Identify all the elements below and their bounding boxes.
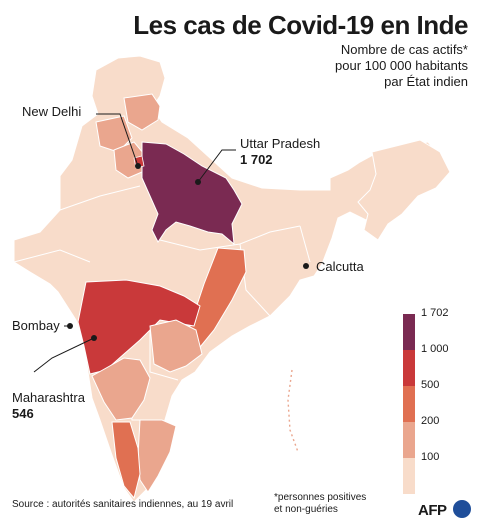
source-note: Source : autorités sanitaires indiennes,…	[12, 499, 234, 510]
marker-calcutta	[303, 263, 309, 269]
legend-tick: 1 000	[421, 343, 449, 355]
legend-swatch	[403, 458, 415, 494]
label-maharashtra-value: 546	[12, 406, 34, 421]
legend-row: 1 702	[403, 307, 475, 350]
legend-tick: 1 702	[421, 307, 449, 319]
afp-logo-icon	[453, 500, 471, 518]
state-karnataka	[91, 357, 151, 421]
label-bombay: Bombay	[12, 318, 60, 333]
northeast-region	[357, 139, 451, 241]
afp-logo: AFP	[418, 502, 447, 519]
state-punjab	[95, 115, 133, 153]
label-uttar-pradesh-value: 1 702	[240, 152, 273, 167]
state-telangana	[149, 319, 203, 373]
state-kerala	[111, 421, 141, 500]
legend-row: 200	[403, 415, 475, 458]
subtitle-line: par État indien	[384, 74, 468, 89]
label-maharashtra: Maharashtra 546	[12, 390, 85, 422]
legend-swatch	[403, 386, 415, 422]
marker-maharashtra	[91, 335, 97, 341]
legend-swatch	[403, 314, 415, 350]
label-calcutta: Calcutta	[316, 259, 364, 274]
leader-lines	[33, 113, 236, 373]
legend-swatch	[403, 350, 415, 386]
state-uttar-pradesh	[141, 141, 243, 246]
subtitle-line: Nombre de cas actifs*	[340, 42, 468, 57]
legend-row: 500	[403, 379, 475, 422]
legend-tick: 100	[421, 451, 440, 463]
footnote-line: *personnes positives	[274, 492, 367, 503]
marker-uttar-pradesh	[195, 179, 201, 185]
map-subtitle: Nombre de cas actifs* pour 100 000 habit…	[335, 42, 468, 90]
legend-swatch	[403, 422, 415, 458]
label-maharashtra-name: Maharashtra	[12, 390, 85, 405]
legend-tick: 500	[421, 379, 440, 391]
label-new-delhi: New Delhi	[22, 104, 82, 119]
footnote: *personnes positives et non-guéries	[274, 492, 366, 516]
state-chhattisgarh	[185, 247, 247, 353]
andaman-islands	[287, 369, 299, 453]
marker-bombay	[67, 323, 73, 329]
color-legend: 1 702 1 000 500 200 100	[403, 307, 475, 494]
legend-tick: 200	[421, 415, 440, 427]
subtitle-line: pour 100 000 habitants	[335, 58, 468, 73]
marker-new-delhi	[135, 163, 141, 169]
state-tamil-nadu	[137, 419, 177, 493]
label-uttar-pradesh-name: Uttar Pradesh	[240, 136, 321, 151]
map-title: Les cas de Covid-19 en Inde	[133, 10, 468, 40]
legend-row: 1 000	[403, 343, 475, 386]
legend-row: 100	[403, 451, 475, 494]
label-uttar-pradesh: Uttar Pradesh 1 702	[240, 136, 320, 168]
footnote-line: et non-guéries	[274, 504, 338, 515]
state-himachal	[123, 93, 161, 131]
